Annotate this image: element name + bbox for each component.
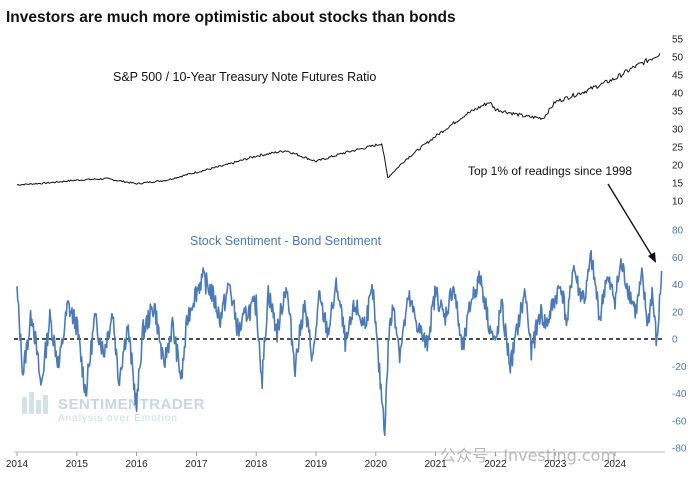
x-tick-label: 2018 [245, 459, 268, 470]
annotation-arrow [607, 183, 653, 257]
chart-title: Investors are much more optimistic about… [6, 9, 456, 26]
x-tick-label: 2015 [66, 459, 89, 470]
bottom-y-tick-label: -40 [672, 389, 687, 400]
top-y-tick-label: 10 [672, 197, 684, 208]
top-y-axis: 10 15 20 25 30 35 40 45 50 55 [672, 35, 684, 208]
bottom-y-tick-label: 0 [672, 335, 678, 346]
x-tick-label: 2016 [125, 459, 148, 470]
top-plot [16, 53, 661, 186]
bottom-y-tick-label: 60 [672, 253, 684, 264]
x-tick-label: 2023 [544, 459, 567, 470]
bottom-y-tick-label: 80 [672, 226, 684, 237]
bottom-plot [14, 249, 665, 437]
bottom-y-tick-label: 40 [672, 280, 684, 291]
top-y-tick-label: 45 [672, 71, 684, 82]
x-tick-label: 2022 [484, 459, 507, 470]
top-y-tick-label: 25 [672, 143, 684, 154]
bottom-chart-title: Stock Sentiment - Bond Sentiment [190, 234, 382, 248]
top-y-tick-label: 20 [672, 161, 684, 172]
x-tick-label: 2021 [424, 459, 447, 470]
x-tick-label: 2019 [305, 459, 328, 470]
bottom-y-axis: -80 -60 -40 -20 0 20 40 60 80 [672, 226, 687, 455]
bottom-y-tick-label: -80 [672, 444, 687, 455]
top-y-tick-label: 35 [672, 107, 684, 118]
x-tick-label: 2017 [185, 459, 208, 470]
x-tick-label: 2024 [604, 459, 627, 470]
top-y-tick-label: 50 [672, 53, 684, 64]
top-y-tick-label: 55 [672, 35, 684, 46]
watermark: 公众号 · Investing.com [440, 446, 616, 465]
x-axis: 2014 2015 2016 2017 2018 2019 2020 2021 2022 2023… [6, 451, 665, 470]
sentimentrader-logo: SENTIMENTRADER Analysis over Emotion [22, 392, 205, 424]
bottom-y-tick-label: 20 [672, 307, 684, 318]
top-y-tick-label: 15 [672, 179, 684, 190]
bottom-series-line [16, 249, 663, 437]
top-series-line [16, 53, 661, 186]
bottom-y-tick-label: -20 [672, 362, 687, 373]
top-y-tick-label: 30 [672, 125, 684, 136]
logo-tagline: Analysis over Emotion [58, 413, 178, 424]
annotation-arrowhead [648, 252, 656, 263]
top-chart-title: S&P 500 / 10-Year Treasury Note Futures … [113, 70, 376, 84]
top-y-tick-label: 40 [672, 89, 684, 100]
x-tick-label: 2020 [365, 459, 388, 470]
logo-name: SENTIMENTRADER [58, 396, 205, 413]
bottom-y-tick-label: -60 [672, 416, 687, 427]
x-tick-label: 2014 [6, 459, 29, 470]
annotation-text: Top 1% of readings since 1998 [468, 164, 632, 178]
